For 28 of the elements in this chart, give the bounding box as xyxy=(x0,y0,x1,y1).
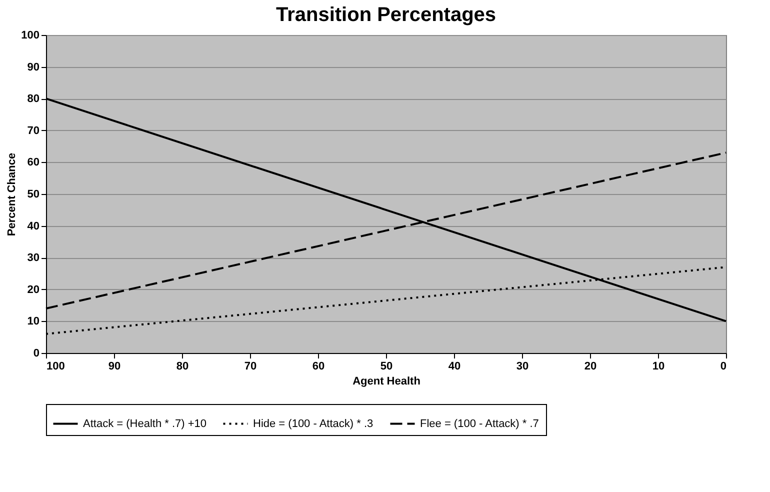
y-tick-label: 10 xyxy=(27,316,40,328)
x-tick-label: 100 xyxy=(46,360,65,372)
legend-label: Attack = (Health * .7) +10 xyxy=(83,418,207,430)
y-tick-label: 80 xyxy=(27,93,40,106)
y-tick-label: 50 xyxy=(27,188,40,200)
legend-label: Hide = (100 - Attack) * .3 xyxy=(253,418,374,430)
x-tick-label: 80 xyxy=(176,360,189,372)
y-tick-label: 90 xyxy=(27,61,40,74)
y-axis-title: Percent Chance xyxy=(6,152,18,236)
y-tick-label: 30 xyxy=(27,252,40,264)
y-tick-label: 70 xyxy=(27,124,40,137)
x-tick-label: 10 xyxy=(652,360,665,372)
y-tick-label: 0 xyxy=(33,348,40,360)
x-tick-label: 50 xyxy=(380,360,393,372)
x-tick-label: 70 xyxy=(244,360,257,372)
y-tick-label: 40 xyxy=(27,220,40,232)
x-axis-title: Agent Health xyxy=(352,376,421,388)
y-tick-label: 100 xyxy=(21,30,40,42)
x-tick-label: 90 xyxy=(108,360,121,372)
x-tick-label: 40 xyxy=(448,360,461,372)
x-tick-label: 0 xyxy=(720,360,726,372)
chart-title: Transition Percentages xyxy=(276,4,496,26)
y-tick-label: 20 xyxy=(27,284,40,296)
x-tick-label: 30 xyxy=(516,360,529,372)
x-tick-label: 60 xyxy=(312,360,325,372)
y-tick-label: 60 xyxy=(27,156,40,169)
legend-label: Flee = (100 - Attack) * .7 xyxy=(420,418,539,430)
x-tick-label: 20 xyxy=(584,360,597,372)
